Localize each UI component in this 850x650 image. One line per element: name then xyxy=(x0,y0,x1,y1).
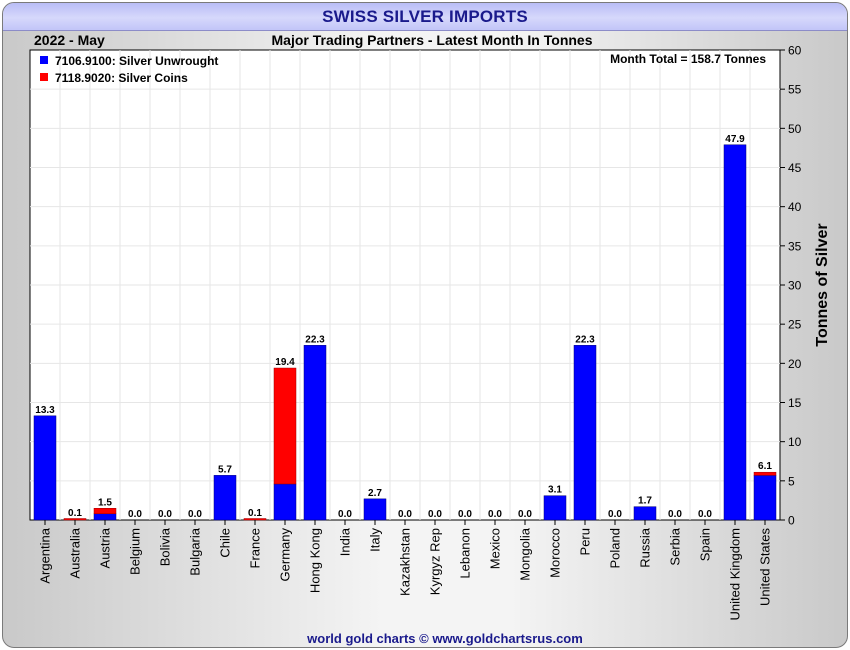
x-tick-label: Mongolia xyxy=(518,527,533,581)
legend: 7106.9100: Silver Unwrought 7118.9020: S… xyxy=(40,54,218,85)
bar-value-label: 1.5 xyxy=(98,497,112,508)
y-tick-label: 0 xyxy=(788,514,795,528)
bar-value-label: 0.0 xyxy=(458,509,472,520)
x-tick-label: Spain xyxy=(698,528,713,561)
chart-subtitle: Major Trading Partners - Latest Month In… xyxy=(272,32,593,48)
bar-unwrought xyxy=(363,498,387,521)
x-tick-label: Poland xyxy=(608,528,623,568)
x-tick-label: Lebanon xyxy=(458,528,473,579)
x-tick-label: Austria xyxy=(98,527,113,568)
bar-value-label: 0.0 xyxy=(188,509,202,520)
y-tick-label: 50 xyxy=(788,122,802,136)
x-tick-label: Belgium xyxy=(128,528,143,575)
bars xyxy=(33,144,777,521)
bar-value-label: 22.3 xyxy=(305,334,325,345)
bar-value-label: 1.7 xyxy=(638,496,652,507)
bar-unwrought xyxy=(213,475,237,521)
bar-value-label: 5.7 xyxy=(218,464,232,475)
bar-unwrought xyxy=(543,495,567,521)
bar-value-label: 2.7 xyxy=(368,488,382,499)
bar-value-label: 0.0 xyxy=(158,509,172,520)
bar-value-label: 13.3 xyxy=(35,405,55,416)
bar-value-label: 6.1 xyxy=(758,461,772,472)
bar-value-label: 0.1 xyxy=(248,508,262,519)
x-tick-label: United Kingdom xyxy=(728,528,743,621)
y-tick-label: 10 xyxy=(788,435,802,449)
x-tick-label: Serbia xyxy=(668,527,683,565)
month-total: Month Total = 158.7 Tonnes xyxy=(610,52,766,66)
bar-value-label: 0.0 xyxy=(698,509,712,520)
y-tick-label: 55 xyxy=(788,83,802,97)
x-tick-label: Mexico xyxy=(488,528,503,569)
y-tick-label: 5 xyxy=(788,474,795,488)
y-tick-label: 60 xyxy=(788,44,802,58)
x-tick-label: Germany xyxy=(278,528,293,582)
x-tick-label: Bolivia xyxy=(158,527,173,566)
x-tick-label: Australia xyxy=(68,527,83,578)
bar-value-label: 0.1 xyxy=(68,508,82,519)
bar-coins xyxy=(93,508,117,514)
bar-value-label: 0.0 xyxy=(398,509,412,520)
bar-value-label: 22.3 xyxy=(575,334,595,345)
bar-value-label: 0.0 xyxy=(488,509,502,520)
chart-title: SWISS SILVER IMPORTS xyxy=(3,3,847,31)
x-tick-label: Kazakhstan xyxy=(398,528,413,596)
x-tick-label: Hong Kong xyxy=(308,528,323,593)
bar-unwrought xyxy=(573,345,597,521)
bar-unwrought xyxy=(93,513,117,521)
bar-value-label: 0.0 xyxy=(518,509,532,520)
legend-label-coins: 7118.9020: Silver Coins xyxy=(55,71,188,85)
y-tick-label: 45 xyxy=(788,161,802,175)
y-tick-label: 20 xyxy=(788,357,802,371)
bar-value-label: 0.0 xyxy=(608,509,622,520)
y-tick-label: 30 xyxy=(788,279,802,293)
legend-label-unwrought: 7106.9100: Silver Unwrought xyxy=(55,54,218,68)
bar-unwrought xyxy=(303,345,327,521)
bar-unwrought xyxy=(273,483,297,521)
footer-credit: world gold charts © www.goldchartsrus.co… xyxy=(306,631,583,646)
x-tick-label: Bulgaria xyxy=(188,527,203,575)
x-tick-label: Argentina xyxy=(38,527,53,583)
bar-value-label: 19.4 xyxy=(275,357,295,368)
x-tick-label: Peru xyxy=(578,528,593,555)
bar-unwrought xyxy=(33,415,57,521)
y-tick-label: 35 xyxy=(788,239,802,253)
bar-unwrought xyxy=(753,475,777,521)
bar-value-label: 0.0 xyxy=(338,509,352,520)
x-tick-label: Italy xyxy=(368,528,383,552)
gridlines xyxy=(30,50,780,520)
x-tick-label: India xyxy=(338,527,353,556)
y-axis-title: Tonnes of Silver xyxy=(814,223,831,346)
bar-value-label: 47.9 xyxy=(725,134,745,145)
bar-value-label: 0.0 xyxy=(428,509,442,520)
bar-value-label: 0.0 xyxy=(128,509,142,520)
bar-value-label: 0.0 xyxy=(668,509,682,520)
y-tick-label: 40 xyxy=(788,200,802,214)
legend-swatch-coins xyxy=(40,73,48,81)
x-tick-label: United States xyxy=(758,528,773,607)
x-axis: Argentina Australia Austria Belgium Bolivia B… xyxy=(38,520,773,621)
y-tick-label: 15 xyxy=(788,396,802,410)
period-label: 2022 - May xyxy=(34,32,105,48)
y-tick-label: 25 xyxy=(788,318,802,332)
bar-coins xyxy=(753,471,777,476)
y-axis: 0 5 10 15 20 25 30 35 40 45 50 55 60 xyxy=(780,44,802,528)
bar-value-label: 3.1 xyxy=(548,485,562,496)
bar-unwrought xyxy=(633,506,657,521)
x-tick-label: Russia xyxy=(638,527,653,568)
bar-coins xyxy=(273,367,297,485)
x-tick-label: Chile xyxy=(218,528,233,558)
x-tick-label: Kyrgyz Rep xyxy=(428,528,443,595)
x-tick-label: Morocco xyxy=(548,528,563,578)
bar-value-labels: 13.3 0.1 1.5 0.0 0.0 0.0 5.7 0.1 19.4 22.3 0.0 2.7 0… xyxy=(35,134,772,520)
x-tick-label: France xyxy=(248,528,263,568)
legend-swatch-unwrought xyxy=(40,56,48,64)
bar-unwrought xyxy=(723,144,747,521)
